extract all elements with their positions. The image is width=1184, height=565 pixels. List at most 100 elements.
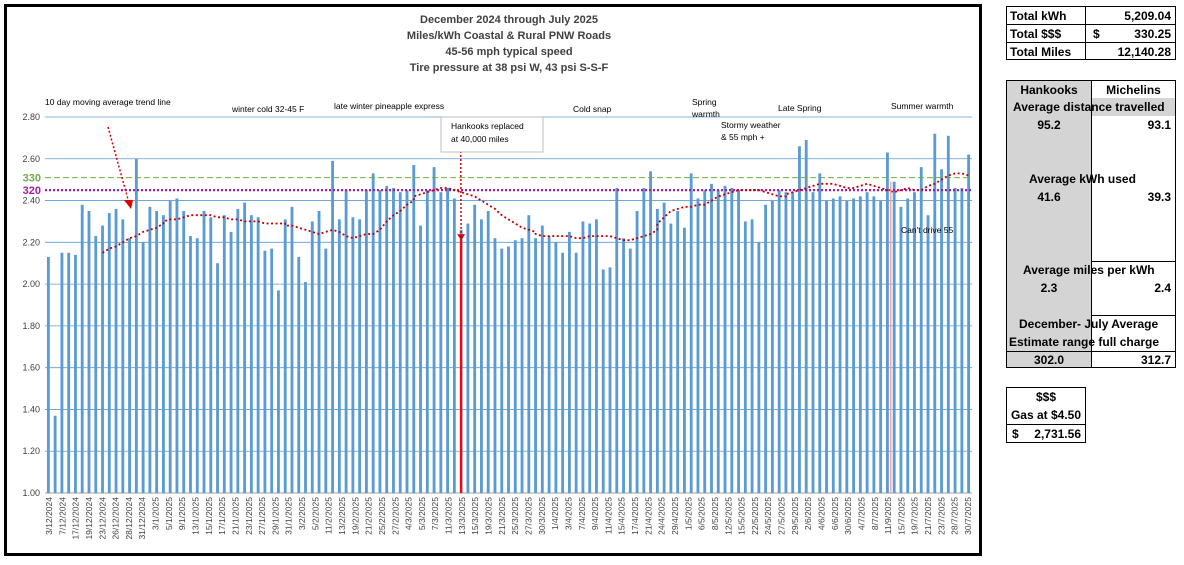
x-tick-label: 7/12/2024 xyxy=(57,497,67,535)
bar xyxy=(946,135,950,494)
x-tick-label: 5/2/2025 xyxy=(310,497,320,530)
bar xyxy=(161,215,165,493)
bar xyxy=(189,236,192,493)
trend-arrow-line xyxy=(107,126,130,204)
x-tick-label: 4/6/2025 xyxy=(816,497,826,530)
totals-panel: Total kWh 5,209.04 Total $$$ $ 330.25 To… xyxy=(1006,6,1176,60)
bar xyxy=(676,211,680,493)
chart-svg: December 2024 through July 2025 Miles/kWh… xyxy=(22,14,973,540)
range-michelins: 312.7 xyxy=(1140,353,1171,367)
range-label-2: Estimate range full charge xyxy=(1009,335,1160,349)
bar xyxy=(858,196,862,493)
bar xyxy=(432,167,436,493)
bar xyxy=(831,198,835,493)
bar xyxy=(838,196,842,493)
bar xyxy=(635,211,639,493)
bar xyxy=(669,223,673,493)
bar xyxy=(493,238,497,493)
bar xyxy=(155,211,159,493)
bar xyxy=(249,215,253,493)
x-tick-label: 25/2/2025 xyxy=(377,497,387,535)
x-tick-label: 8/5/2025 xyxy=(710,497,720,530)
bar xyxy=(175,198,179,493)
mpk-michelins: 2.4 xyxy=(1154,281,1171,295)
bar xyxy=(791,192,795,493)
x-tick-label: 13/1/2025 xyxy=(191,497,201,535)
annotation-stormy: Stormy weather xyxy=(721,120,781,130)
bar xyxy=(811,192,815,493)
bar xyxy=(757,242,761,493)
bar xyxy=(703,190,707,494)
bar xyxy=(967,154,971,493)
bar xyxy=(777,190,781,494)
y-tick-label: 1.60 xyxy=(22,363,40,373)
total-miles-value: 12,140.28 xyxy=(1117,45,1171,59)
x-tick-label: 23/7/2025 xyxy=(936,497,946,535)
bar xyxy=(784,192,788,493)
bar xyxy=(87,211,91,493)
total-dollars-label: Total $$$ xyxy=(1010,27,1062,41)
x-tick-label: 3/1/2025 xyxy=(151,497,161,530)
bar xyxy=(168,200,172,493)
annotation-stormy: & 55 mph + xyxy=(721,132,765,142)
bar xyxy=(67,252,71,493)
bar xyxy=(121,219,125,494)
y-tick-label: 1.40 xyxy=(22,404,40,414)
bar xyxy=(128,238,131,493)
bar xyxy=(628,248,632,493)
range-hankooks: 302.0 xyxy=(1033,353,1065,367)
bar xyxy=(337,219,341,494)
x-tick-label: 9/4/2025 xyxy=(590,497,600,530)
bar xyxy=(216,263,219,493)
bar xyxy=(310,221,314,493)
bar xyxy=(892,181,896,493)
bar xyxy=(879,200,883,493)
annotation-cant-drive: Can't drive 55 xyxy=(901,225,953,235)
bar xyxy=(446,188,450,493)
y-tick-label: 2.60 xyxy=(22,154,40,164)
x-tick-label: 11/3/2025 xyxy=(444,497,454,534)
x-tick-label: 30/6/2025 xyxy=(843,497,853,535)
x-tick-label: 17/4/2025 xyxy=(630,497,640,535)
gas-panel: $$$ Gas at $4.50 $ 2,731.56 xyxy=(1006,387,1086,443)
bar xyxy=(608,267,612,493)
bar xyxy=(74,254,77,493)
bar xyxy=(466,223,470,493)
bar xyxy=(317,211,321,493)
gas-value: 2,731.56 xyxy=(1034,427,1081,441)
x-tick-label: 29/1/2025 xyxy=(270,497,280,535)
bar xyxy=(243,202,247,493)
bar xyxy=(405,190,409,494)
bar xyxy=(195,238,199,493)
x-tick-label: 15/4/2025 xyxy=(617,497,627,535)
x-tick-label: 7/4/2025 xyxy=(577,497,587,530)
bar xyxy=(818,173,822,493)
x-tick-label: 13/2/2025 xyxy=(337,497,347,535)
bar xyxy=(683,227,686,493)
bar xyxy=(452,198,456,493)
bar xyxy=(730,188,734,493)
hankooks-header: Hankooks xyxy=(1007,81,1091,98)
x-tick-label: 21/2/2025 xyxy=(364,497,374,535)
reference-label-320: 320 xyxy=(23,185,41,197)
bar xyxy=(520,238,524,493)
total-miles-label: Total Miles xyxy=(1010,45,1072,59)
x-tick-label: 15/5/2025 xyxy=(737,497,747,535)
bar xyxy=(852,198,856,493)
bar xyxy=(919,167,923,493)
bar xyxy=(689,173,693,493)
bar xyxy=(486,211,490,493)
bar xyxy=(764,204,768,494)
x-tick-label: 1/4/2025 xyxy=(550,497,560,530)
bar xyxy=(534,238,537,493)
bar xyxy=(825,200,828,493)
bar xyxy=(480,219,483,494)
x-tick-label: 24/4/2025 xyxy=(657,497,667,535)
x-tick-label: 3/2/2025 xyxy=(297,497,307,530)
x-tick-label: 19/3/2025 xyxy=(484,497,494,535)
bar xyxy=(263,250,267,493)
reference-label-330: 330 xyxy=(23,173,41,185)
bar xyxy=(547,236,551,493)
x-tick-label: 9/1/2025 xyxy=(177,497,187,530)
x-tick-label: 31/1/2025 xyxy=(284,497,294,535)
